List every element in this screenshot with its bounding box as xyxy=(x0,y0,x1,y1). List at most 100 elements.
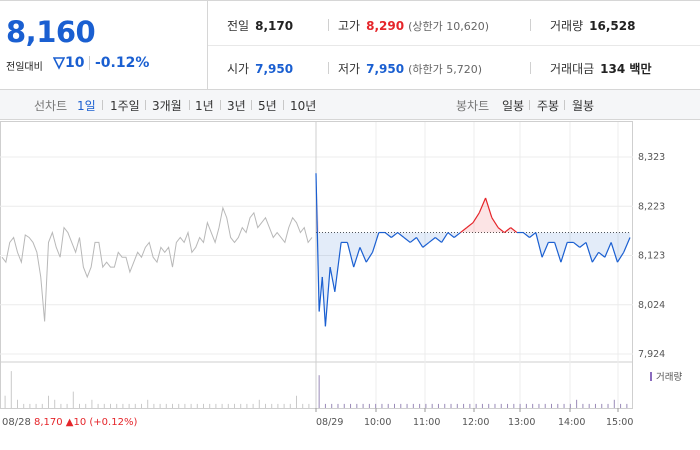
today-price-segment xyxy=(610,242,619,263)
price-chart[interactable]: 8,323 8,223 8,123 8,024 7,924 08/29 10:00 11:00… xyxy=(0,121,700,450)
quote-prev-close: 전일 8,170 xyxy=(227,19,294,33)
today-price-segment xyxy=(579,241,587,248)
current-price: 8,160 xyxy=(6,15,96,49)
today-price-segment xyxy=(346,242,355,268)
today-price-segment xyxy=(441,232,449,243)
period-5y[interactable]: 5년 xyxy=(258,99,277,113)
today-price-segment xyxy=(434,237,442,243)
period-10y[interactable]: 10년 xyxy=(290,99,317,113)
time-tick-label: 13:00 xyxy=(508,417,535,428)
today-price-segment xyxy=(397,232,405,238)
today-price-segment xyxy=(585,242,593,263)
today-price-segment xyxy=(466,222,474,229)
today-price-segment xyxy=(365,251,374,263)
volume-legend-label: 거래량 xyxy=(656,371,682,383)
time-tick-label: 10:00 xyxy=(364,417,391,428)
today-price-segment xyxy=(403,237,411,243)
divider xyxy=(89,56,90,70)
price-tick-label: 8,323 xyxy=(638,152,665,163)
divider xyxy=(283,100,284,110)
change-value: 10 xyxy=(65,55,85,71)
candle-weekly[interactable]: 주봉 xyxy=(537,99,560,113)
quote-open: 시가 7,950 xyxy=(227,62,294,76)
time-tick-label: 08/29 xyxy=(316,417,343,428)
period-bar: 선차트 1일 1주일 3개월 1년 3년 5년 10년 봉차트 일봉 주봉 월봉 xyxy=(0,90,700,120)
today-price-segment xyxy=(616,251,625,263)
today-price-segment xyxy=(497,227,505,234)
today-price-segment xyxy=(318,276,323,312)
period-1d[interactable]: 1일 xyxy=(77,99,96,113)
line-chart-label: 선차트 xyxy=(34,99,68,113)
today-price-segment xyxy=(560,242,568,263)
today-price-segment xyxy=(573,241,581,248)
today-price-segment xyxy=(472,212,480,223)
today-price-segment xyxy=(478,197,487,214)
divider xyxy=(208,45,700,46)
today-price-segment xyxy=(541,242,549,258)
time-tick-label: 12:00 xyxy=(462,417,489,428)
time-tick-label: 11:00 xyxy=(413,417,440,428)
price-tick-label: 7,924 xyxy=(638,349,665,360)
divider xyxy=(251,100,252,110)
today-price-segment xyxy=(334,242,342,292)
today-price-segment xyxy=(491,217,499,228)
today-price-segment xyxy=(554,242,562,263)
divider xyxy=(530,19,531,31)
today-price-segment xyxy=(390,232,399,238)
today-price-segment xyxy=(422,241,430,248)
period-1y[interactable]: 1년 xyxy=(195,99,214,113)
volume-legend-swatch xyxy=(650,372,652,381)
prev-day-info: 08/28 8,170 ▲10 (+0.12%) xyxy=(2,417,137,428)
price-box: 8,160 전일대비 10 -0.12% xyxy=(0,1,208,90)
divider xyxy=(564,100,565,110)
divider xyxy=(145,100,146,110)
change-rate: -0.12% xyxy=(95,55,150,71)
divider xyxy=(220,100,221,110)
divider xyxy=(529,100,530,110)
divider xyxy=(530,62,531,74)
divider xyxy=(328,19,329,31)
today-price-segment xyxy=(535,232,543,258)
today-price-segment xyxy=(484,197,493,218)
today-price-segment xyxy=(409,237,417,243)
change-label: 전일대비 xyxy=(6,62,43,73)
today-price-segment xyxy=(510,227,518,234)
today-price-segment xyxy=(371,232,380,253)
price-tick-label: 8,024 xyxy=(638,300,665,311)
quote-high: 고가 8,290 (상한가 10,620) xyxy=(338,19,489,33)
prev-day-price-line xyxy=(1,206,313,322)
today-price-segment xyxy=(623,237,631,253)
today-price-segment xyxy=(522,232,530,238)
price-chart-svg: 8,323 8,223 8,123 8,024 7,924 08/29 10:00 11:00… xyxy=(0,121,682,428)
today-price-segment xyxy=(428,237,436,243)
today-price-segment xyxy=(591,251,600,263)
candle-chart-label: 봉차트 xyxy=(456,99,490,113)
divider xyxy=(189,100,190,110)
time-tick-label: 14:00 xyxy=(558,417,585,428)
price-tick-label: 8,123 xyxy=(638,251,665,262)
today-price-segment xyxy=(321,276,327,327)
today-price-segment xyxy=(324,267,331,327)
period-3y[interactable]: 3년 xyxy=(227,99,246,113)
quote-low: 저가 7,950 (하한가 5,720) xyxy=(338,62,482,76)
divider xyxy=(102,100,103,110)
today-price-segment xyxy=(453,232,461,238)
today-price-segment xyxy=(504,227,512,234)
today-price-segment xyxy=(329,266,336,292)
period-1w[interactable]: 1주일 xyxy=(110,99,140,113)
period-3m[interactable]: 3개월 xyxy=(152,99,182,113)
today-price-segment xyxy=(384,232,392,238)
stock-summary: 8,160 전일대비 10 -0.12% 전일 8,170 고가 8,290 (상한가… xyxy=(0,0,700,90)
today-price-segment xyxy=(415,237,424,248)
quote-volume: 거래량 16,528 xyxy=(550,19,636,33)
today-price-segment xyxy=(359,247,367,263)
today-price-segment xyxy=(353,247,361,268)
candle-daily[interactable]: 일봉 xyxy=(502,99,525,113)
today-price-segment xyxy=(598,251,606,258)
today-price-segment xyxy=(447,232,455,238)
candle-monthly[interactable]: 월봉 xyxy=(572,99,595,113)
time-tick-label: 15:00 xyxy=(606,417,633,428)
down-triangle-icon xyxy=(53,57,65,70)
price-tick-label: 8,223 xyxy=(638,201,665,212)
today-price-segment xyxy=(604,242,612,258)
